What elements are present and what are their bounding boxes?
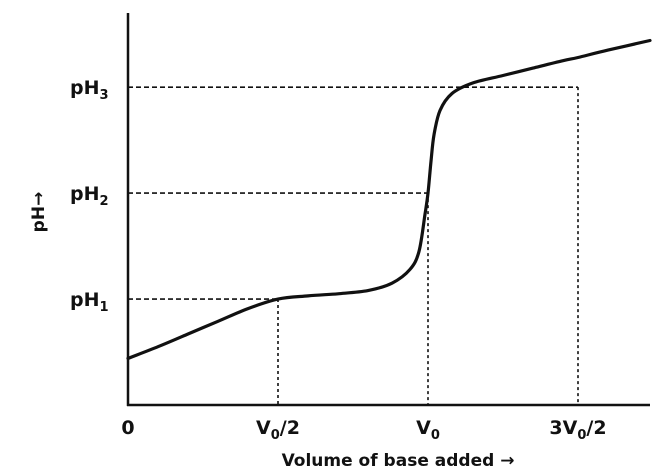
y-tick-labels: pH1 pH2 pH3 xyxy=(70,77,109,315)
x-axis-label: Volume of base added → xyxy=(282,451,515,470)
y-tick-label: pH1 xyxy=(70,289,109,315)
titration-curve xyxy=(126,38,652,360)
x-tick-label: 3V0/2 xyxy=(549,417,606,443)
series-line xyxy=(126,38,652,360)
y-tick-label: pH3 xyxy=(70,77,109,103)
x-tick-labels: 0 V0/2 V0 3V0/2 xyxy=(121,417,606,443)
y-tick-label: pH2 xyxy=(70,183,109,209)
x-tick-label: 0 xyxy=(121,417,134,439)
y-axis-label: pH→ xyxy=(29,192,49,233)
axes xyxy=(126,13,650,407)
x-tick-label: V0/2 xyxy=(256,417,300,443)
x-tick-label: V0 xyxy=(416,417,440,443)
reference-lines xyxy=(128,86,579,405)
